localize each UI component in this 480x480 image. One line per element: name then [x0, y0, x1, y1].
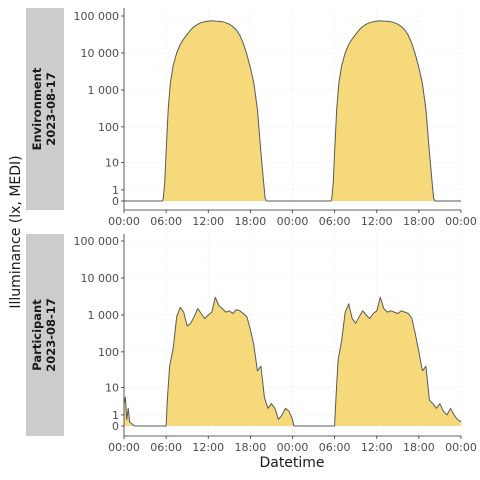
- y-tick-label: 0: [112, 420, 119, 433]
- y-tick-label: 0: [112, 195, 119, 208]
- x-tick-label: 12:00: [192, 441, 224, 454]
- x-tick-label: 00:00: [445, 441, 477, 454]
- x-tick-label: 06:00: [150, 215, 182, 228]
- y-tick-label: 100 000: [74, 10, 120, 23]
- x-tick-label: 18:00: [235, 441, 267, 454]
- y-tick-label: 1 000: [88, 309, 120, 322]
- y-tick-label: 1: [112, 184, 119, 197]
- x-tick-label: 12:00: [361, 441, 393, 454]
- facet-strip-label: Environment: [30, 67, 44, 150]
- y-tick-label: 10 000: [81, 47, 120, 60]
- x-tick-label: 06:00: [150, 441, 182, 454]
- participant-area: [124, 297, 461, 426]
- x-tick-label: 06:00: [319, 215, 351, 228]
- facet-strip-label: Participant: [30, 299, 44, 371]
- environment-line: [124, 20, 461, 202]
- y-tick-label: 10: [105, 156, 119, 169]
- y-tick-label: 1 000: [88, 84, 120, 97]
- facet-strip: [26, 234, 64, 436]
- x-tick-label: 12:00: [361, 215, 393, 228]
- x-tick-label: 00:00: [445, 215, 477, 228]
- x-tick-label: 00:00: [277, 215, 309, 228]
- y-tick-label: 1: [112, 409, 119, 422]
- facet-strip-date: 2023-08-17: [44, 72, 58, 146]
- y-tick-label: 10: [105, 381, 119, 394]
- y-tick-label: 100: [98, 346, 119, 359]
- y-axis-title: Illuminance (lx, MEDI): [8, 155, 24, 308]
- x-tick-label: 12:00: [192, 215, 224, 228]
- y-tick-label: 10 000: [81, 272, 120, 285]
- y-tick-label: 100: [98, 121, 119, 134]
- x-tick-label: 18:00: [403, 441, 435, 454]
- environment-area: [124, 20, 461, 201]
- participant-line: [123, 296, 462, 427]
- x-axis-title: Datetime: [259, 455, 324, 471]
- facet-strip: [26, 8, 64, 210]
- x-tick-label: 18:00: [403, 215, 435, 228]
- facet-strip-date: 2023-08-17: [44, 298, 58, 372]
- data-layer: [123, 20, 462, 427]
- x-tick-label: 18:00: [235, 215, 267, 228]
- x-tick-label: 06:00: [319, 441, 351, 454]
- x-tick-label: 00:00: [108, 215, 140, 228]
- y-tick-label: 100 000: [74, 235, 120, 248]
- x-tick-label: 00:00: [108, 441, 140, 454]
- x-tick-label: 00:00: [277, 441, 309, 454]
